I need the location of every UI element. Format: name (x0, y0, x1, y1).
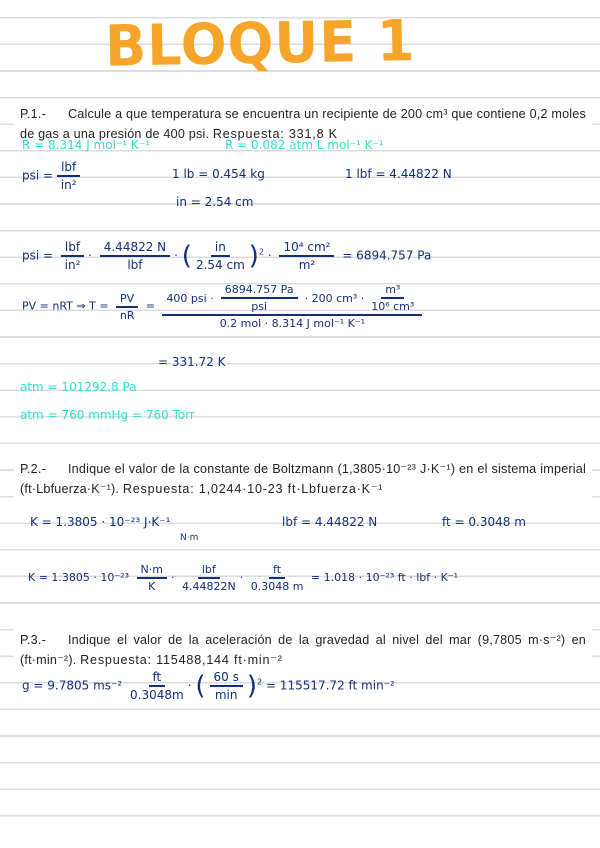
answer: Respuesta: 331,8 K (212, 127, 338, 141)
t: 0.3048m (130, 688, 184, 702)
t: lbf (60, 240, 85, 257)
t: 60 s (209, 670, 243, 687)
answer: Respuesta: 115488,144 ft·min⁻² (80, 653, 283, 667)
note-inch: in = 2.54 cm (176, 195, 254, 209)
problem-2: P.2.- Indique el valor de la constante de… (14, 455, 592, 503)
problem-1: P.1.- Calcule a que temperatura se encuen… (14, 100, 592, 148)
boltzmann-conversion: K = 1.3805 · 10⁻²³ N·m K · lbf 4.44822N · ft… (28, 563, 459, 593)
gravity-conversion: g = 9.7805 ms⁻² ft 0.3048m · (60 s min)2 = … (22, 670, 395, 702)
t: 0.3048 m (250, 580, 304, 593)
t: 6894.757 Pa (220, 283, 298, 299)
note-atm-pa: atm = 101292.8 Pa (20, 380, 137, 394)
problem-text: Calcule a que temperatura se encuentra u… (20, 107, 586, 141)
problem-3: P.3.- Indique el valor de la aceleración … (14, 626, 592, 674)
t: lbf (57, 160, 81, 177)
result-temperature: = 331.72 K (158, 355, 226, 369)
t: m³ (381, 283, 405, 299)
note-lbf: lbf = 4.44822 N (282, 515, 378, 529)
t: nR (119, 308, 135, 322)
t: psi = (22, 248, 54, 263)
t: PV = nRT ⇒ T = (22, 299, 109, 313)
t: 10⁶ cm³ (371, 300, 415, 313)
problem-number: P.2.- (20, 462, 46, 476)
t: = 1.018 · 10⁻²³ ft · lbf · K⁻¹ (310, 571, 459, 584)
temperature-formula: PV = nRT ⇒ T = PV nR = 400 psi · 6894.757 … (22, 283, 426, 330)
t: lbf (127, 258, 143, 272)
t: lbf (197, 563, 220, 579)
t: in² (64, 258, 81, 272)
t: = 115517.72 ft min⁻² (265, 678, 395, 693)
t: 2.54 cm (195, 258, 245, 272)
t: m² (298, 258, 316, 272)
problem-text: Indique el valor de la aceleración de la… (20, 633, 586, 667)
t: in (210, 240, 230, 257)
note-lbf: 1 lbf = 4.44822 N (345, 167, 452, 181)
answer: Respuesta: 1,0244·10-23 ft·Lbfuerza·K⁻¹ (122, 482, 384, 496)
problem-number: P.3.- (20, 633, 46, 647)
t: = 6894.757 Pa (342, 248, 432, 263)
t: K (148, 580, 156, 593)
t: g = 9.7805 ms⁻² (22, 678, 123, 693)
note-k: K = 1.3805 · 10⁻²³ J·K⁻¹ (30, 515, 171, 529)
t: psi = (22, 168, 54, 183)
t: 4.44822N (181, 580, 236, 593)
t: PV (116, 292, 139, 308)
note-ft: ft = 0.3048 m (442, 515, 526, 529)
problem-text: Indique el valor de la constante de Bolt… (20, 462, 586, 496)
psi-definition: psi = lbf in² (22, 160, 84, 192)
t: · 200 cm³ · (304, 291, 365, 305)
t: K = 1.3805 · 10⁻²³ (28, 571, 130, 584)
t: ft (148, 670, 166, 687)
note-r2: R = 0.082 atm L mol⁻¹ K⁻¹ (225, 138, 384, 152)
t: psi (251, 300, 268, 313)
note-atm-mmhg: atm = 760 mmHg = 760 Torr (20, 408, 195, 422)
t: in² (60, 178, 77, 192)
t: ft (269, 563, 286, 579)
note-lb: 1 lb = 0.454 kg (172, 167, 265, 181)
t: 4.44822 N (99, 240, 171, 257)
page-title: BLOQUE 1 (104, 7, 417, 80)
t: 10⁴ cm² (279, 240, 335, 257)
note-k-units: N·m (180, 533, 199, 543)
t: 2 (258, 247, 265, 257)
t: 0.2 mol · 8.314 J mol⁻¹ K⁻¹ (219, 317, 366, 330)
note-r1: R = 8.314 J mol⁻¹ K⁻¹ (22, 138, 150, 152)
problem-number: P.1.- (20, 107, 46, 121)
t: N·m (136, 563, 167, 579)
t: 400 psi · (166, 291, 214, 305)
t: min (214, 688, 238, 702)
t: 2 (257, 677, 263, 687)
